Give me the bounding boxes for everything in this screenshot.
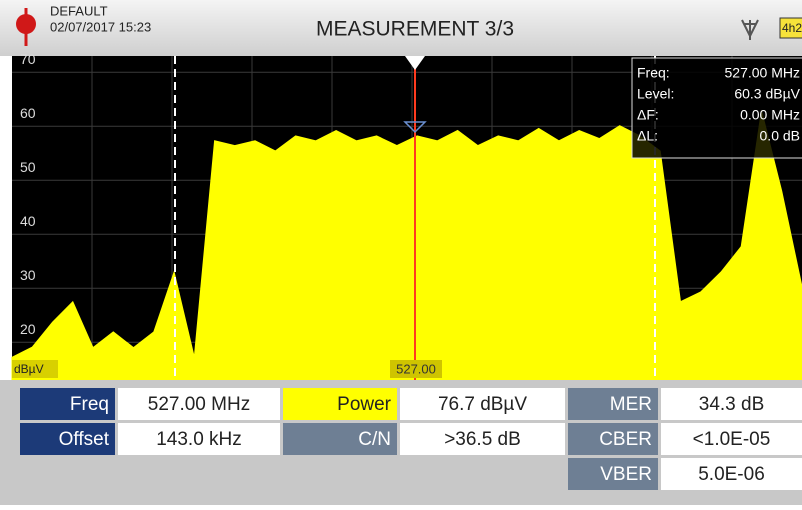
- profile-name: DEFAULT: [50, 3, 108, 18]
- marker-point: [403, 121, 427, 134]
- spectrum: 20 30 40 50 60 70 dBµV 527.00 Freq: 527.00 MHz Lev…: [11, 51, 802, 381]
- cell-label: VBER: [600, 464, 652, 485]
- screen-title: MEASUREMENT 3/3: [316, 18, 514, 41]
- cell-label: Offset: [59, 429, 110, 450]
- cell-label: Power: [337, 394, 392, 415]
- y-tick-label: 30: [20, 267, 36, 283]
- cell-label: C/N: [358, 429, 391, 450]
- cell-value-bg: [661, 423, 802, 455]
- info-value: 60.3 dBµV: [734, 86, 800, 102]
- y-tick-label: 70: [20, 51, 36, 67]
- info-value: 0.0 dB: [760, 128, 800, 144]
- unit-box: [12, 360, 58, 378]
- datetime: 02/07/2017 15:23: [50, 19, 151, 34]
- y-tick-label: 20: [20, 321, 36, 337]
- info-label: ΔF:: [637, 107, 659, 123]
- cell-value: 34.3 dB: [699, 394, 765, 415]
- y-tick-label: 60: [20, 105, 36, 121]
- cell-value-bg: [400, 423, 565, 455]
- battery-label: 4h2: [782, 21, 802, 35]
- cell-label: Freq: [70, 394, 109, 415]
- info-label: Freq:: [637, 65, 670, 81]
- marker-label: 527.00: [396, 361, 436, 376]
- measurement-table: Freq 527.00 MHz Power 76.7 dBµV MER 34.3 dB Of…: [20, 388, 802, 490]
- battery-icon: [779, 17, 802, 39]
- cell-value: >36.5 dB: [444, 429, 521, 450]
- cell-label-bg: [568, 388, 658, 420]
- marker-label-box: [390, 360, 442, 378]
- cell-label-bg: [283, 423, 397, 455]
- cell-value: 76.7 dBµV: [438, 394, 527, 415]
- cell-value-bg: [400, 388, 565, 420]
- cell-label-bg: [20, 388, 115, 420]
- antenna-icon: [741, 19, 759, 40]
- cell-label-bg: [283, 388, 397, 420]
- cell-value-bg: [118, 423, 280, 455]
- y-unit: dBµV: [14, 362, 44, 376]
- cell-value: 5.0E-06: [698, 464, 765, 485]
- cell-value: 143.0 kHz: [156, 429, 242, 450]
- cell-value-bg: [661, 388, 802, 420]
- cell-value: <1.0E-05: [693, 429, 771, 450]
- y-tick-label: 50: [20, 159, 36, 175]
- cell-label-bg: [20, 423, 115, 455]
- y-tick-label: 40: [20, 213, 36, 229]
- cell-value: 527.00 MHz: [148, 394, 250, 415]
- cell-value-bg: [118, 388, 280, 420]
- cell-label-bg: [568, 423, 658, 455]
- cell-value-bg: [661, 458, 802, 490]
- info-label: Level:: [637, 86, 674, 102]
- info-label: ΔL:: [637, 128, 658, 144]
- info-box: [631, 57, 802, 159]
- cell-label-bg: [568, 458, 658, 490]
- info-value: 527.00 MHz: [725, 65, 800, 81]
- spectrum-trace: [11, 110, 802, 381]
- info-value: 0.00 MHz: [740, 107, 800, 123]
- marker-top: [405, 56, 425, 70]
- cell-label: CBER: [599, 429, 652, 450]
- cell-label: MER: [610, 394, 652, 415]
- header-bar: [0, 0, 802, 56]
